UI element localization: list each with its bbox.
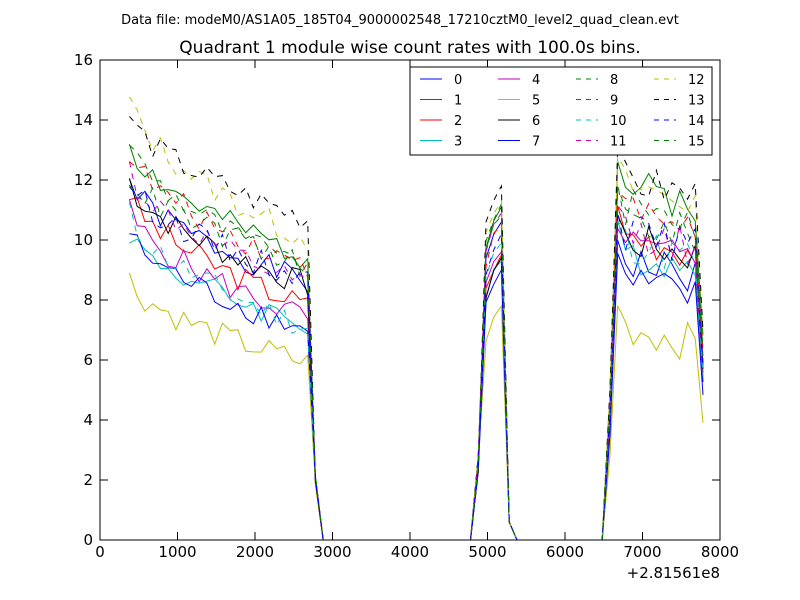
x-tick-label: 2000 xyxy=(236,543,274,561)
legend-label-5: 5 xyxy=(532,94,540,109)
x-tick-label: 5000 xyxy=(468,543,506,561)
series-line-5 xyxy=(128,272,704,541)
x-tick-label: 1000 xyxy=(158,543,196,561)
legend-label-3: 3 xyxy=(454,135,462,150)
legend-box xyxy=(409,66,713,156)
legend-label-13: 13 xyxy=(688,94,705,109)
x-offset-label: +2.81561e8 xyxy=(627,564,720,582)
axis-ticks: 0 1000 2000 3000 4000 5000 6000 7000 80000246810… xyxy=(74,51,739,561)
legend-label-4: 4 xyxy=(532,73,540,88)
y-tick-label: 10 xyxy=(74,231,93,249)
legend-label-12: 12 xyxy=(688,73,705,88)
x-tick-label: 6000 xyxy=(546,543,584,561)
plot-lines xyxy=(128,96,704,541)
x-tick-label: 3000 xyxy=(313,543,351,561)
y-tick-label: 6 xyxy=(83,351,93,369)
x-tick-label: 8000 xyxy=(701,543,739,561)
y-tick-label: 14 xyxy=(74,111,93,129)
series-line-4 xyxy=(128,199,704,541)
legend-label-6: 6 xyxy=(532,114,540,129)
x-tick-label: 4000 xyxy=(391,543,429,561)
series-line-12 xyxy=(128,96,704,541)
legend-label-14: 14 xyxy=(688,114,705,129)
y-tick-label: 16 xyxy=(74,51,93,69)
legend-label-11: 11 xyxy=(610,135,627,150)
y-tick-label: 8 xyxy=(83,291,93,309)
series-line-14 xyxy=(129,186,704,541)
legend-label-7: 7 xyxy=(532,135,540,150)
legend-label-10: 10 xyxy=(610,114,627,129)
legend-label-2: 2 xyxy=(454,114,462,129)
legend-label-8: 8 xyxy=(610,73,618,88)
y-tick-label: 12 xyxy=(74,171,93,189)
chart-title: Quadrant 1 module wise count rates with … xyxy=(179,38,640,58)
legend-label-0: 0 xyxy=(454,73,462,88)
legend-label-1: 1 xyxy=(454,94,462,109)
y-tick-label: 0 xyxy=(83,531,93,549)
y-tick-label: 4 xyxy=(83,411,93,429)
legend-label-15: 15 xyxy=(688,135,705,150)
suptitle: Data file: modeM0/AS1A05_185T04_90000025… xyxy=(121,13,679,28)
x-tick-label: 0 xyxy=(95,543,105,561)
legend-label-9: 9 xyxy=(610,94,618,109)
series-line-9 xyxy=(129,161,704,541)
x-tick-label: 7000 xyxy=(623,543,661,561)
y-tick-label: 2 xyxy=(83,471,93,489)
